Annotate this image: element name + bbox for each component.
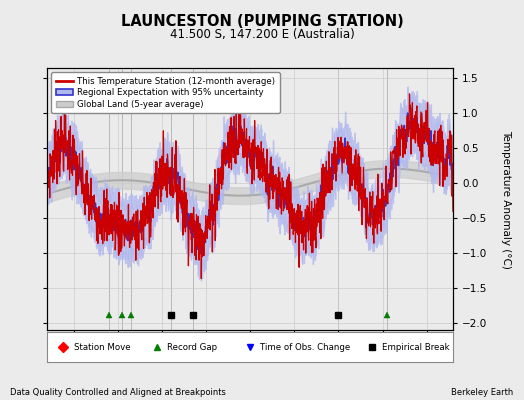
Text: Berkeley Earth: Berkeley Earth	[451, 388, 514, 397]
Y-axis label: Temperature Anomaly (°C): Temperature Anomaly (°C)	[501, 130, 511, 268]
Text: Station Move: Station Move	[73, 342, 130, 352]
Legend: This Temperature Station (12-month average), Regional Expectation with 95% uncer: This Temperature Station (12-month avera…	[51, 72, 280, 113]
Text: Record Gap: Record Gap	[167, 342, 217, 352]
Text: LAUNCESTON (PUMPING STATION): LAUNCESTON (PUMPING STATION)	[121, 14, 403, 29]
Text: Time of Obs. Change: Time of Obs. Change	[260, 342, 351, 352]
Text: Empirical Break: Empirical Break	[382, 342, 450, 352]
Text: Data Quality Controlled and Aligned at Breakpoints: Data Quality Controlled and Aligned at B…	[10, 388, 226, 397]
Text: 41.500 S, 147.200 E (Australia): 41.500 S, 147.200 E (Australia)	[170, 28, 354, 41]
